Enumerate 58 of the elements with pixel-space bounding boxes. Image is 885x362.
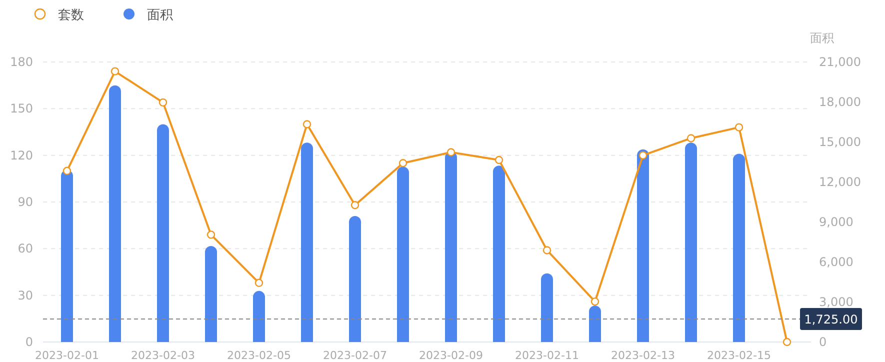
point bbox=[398, 159, 408, 168]
point bbox=[302, 120, 312, 128]
bar bbox=[493, 166, 505, 342]
legend-label: 面积 bbox=[147, 8, 173, 23]
bar bbox=[349, 216, 361, 342]
bar bbox=[685, 142, 697, 342]
x-tick-label: 2023-02-11 bbox=[515, 349, 579, 362]
bar bbox=[637, 149, 649, 342]
y2-tick-label: 15,000 bbox=[819, 135, 861, 149]
point bbox=[158, 98, 168, 107]
y2-tick-label: 3,000 bbox=[819, 295, 854, 309]
x-tick-label: 2023-02-07 bbox=[323, 349, 387, 362]
y2-axis-title: 面积 bbox=[810, 31, 834, 45]
bar bbox=[733, 154, 745, 342]
point bbox=[494, 156, 504, 164]
x-tick-label: 2023-02-09 bbox=[419, 349, 483, 362]
x-tick-label: 2023-02-03 bbox=[131, 349, 195, 362]
point bbox=[206, 230, 216, 239]
y-tick-label: 30 bbox=[18, 288, 33, 302]
point bbox=[734, 123, 744, 132]
legend-label: 套数 bbox=[58, 8, 84, 23]
point bbox=[110, 67, 120, 76]
y-tick-label: 0 bbox=[25, 335, 33, 349]
point bbox=[350, 201, 360, 210]
point bbox=[686, 134, 696, 142]
y2-tick-label: 9,000 bbox=[819, 215, 854, 229]
bar bbox=[397, 166, 409, 342]
y2-tick-label: 12,000 bbox=[819, 175, 861, 189]
y2-tick-label: 18,000 bbox=[819, 95, 861, 109]
y2-tick-label: 6,000 bbox=[819, 255, 854, 269]
y2-tick-label: 0 bbox=[819, 335, 827, 349]
x-tick-label: 2023-02-13 bbox=[611, 349, 675, 362]
bar bbox=[589, 306, 601, 342]
y-tick-label: 180 bbox=[10, 55, 33, 69]
x-tick-label: 2023-02-01 bbox=[35, 349, 99, 362]
bar bbox=[541, 273, 553, 342]
y-tick-label: 90 bbox=[18, 195, 33, 209]
bar bbox=[109, 85, 121, 342]
bar bbox=[253, 290, 265, 342]
point bbox=[782, 338, 792, 346]
bar bbox=[61, 170, 73, 342]
x-tick-label: 2023-02-05 bbox=[227, 349, 291, 362]
point bbox=[254, 278, 264, 287]
bar bbox=[157, 124, 169, 342]
x-tick-label: 2023-02-15 bbox=[707, 349, 771, 362]
ref-line-label: 1,725.00 bbox=[804, 312, 858, 326]
y2-tick-label: 21,000 bbox=[819, 55, 861, 69]
y-tick-label: 120 bbox=[10, 148, 33, 162]
bar bbox=[205, 246, 217, 342]
y-tick-label: 150 bbox=[10, 102, 33, 116]
point bbox=[542, 246, 552, 254]
point bbox=[62, 166, 72, 175]
bar bbox=[445, 152, 457, 342]
point bbox=[446, 148, 456, 156]
y-tick-label: 60 bbox=[18, 242, 33, 256]
bar bbox=[301, 142, 313, 342]
point bbox=[590, 297, 600, 306]
point bbox=[638, 151, 648, 160]
